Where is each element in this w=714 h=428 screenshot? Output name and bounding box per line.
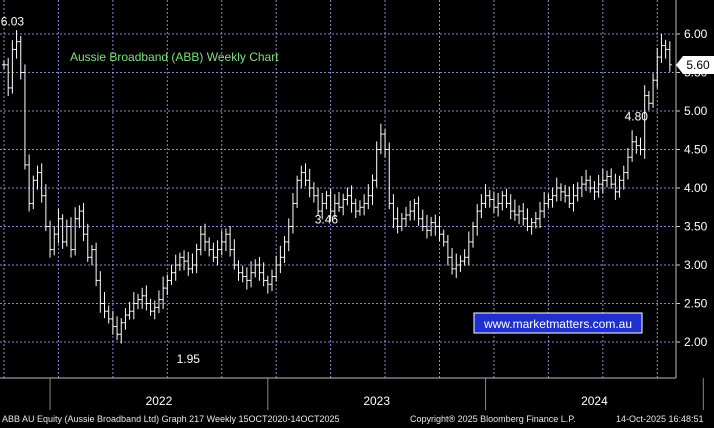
- footer-timestamp: 14-Oct-2025 16:48:51: [616, 414, 704, 424]
- price-annotation: 1.95: [177, 352, 201, 366]
- x-tick-label: 2022: [146, 394, 173, 408]
- y-tick-label: 3.00: [684, 258, 708, 272]
- y-tick-label: 4.50: [684, 143, 708, 157]
- ohlc-bars: [2, 30, 672, 344]
- y-tick-label: 2.50: [684, 297, 708, 311]
- watermark-text[interactable]: www.marketmatters.com.au: [483, 317, 632, 331]
- price-annotation: 6.03: [1, 15, 25, 29]
- footer-copyright: Copyright® 2025 Bloomberg Finance L.P.: [410, 414, 576, 424]
- footer-source: ABB AU Equity (Aussie Broadband Ltd) Gra…: [2, 414, 340, 424]
- footer: ABB AU Equity (Aussie Broadband Ltd) Gra…: [0, 410, 714, 428]
- axes: 2.002.503.003.504.004.505.005.506.002022…: [0, 0, 708, 410]
- x-tick-label: 2023: [363, 394, 390, 408]
- price-annotation: 4.80: [625, 109, 649, 123]
- y-tick-label: 4.00: [684, 181, 708, 195]
- last-price-label: 5.60: [686, 58, 710, 72]
- y-tick-label: 2.00: [684, 335, 708, 349]
- watermark[interactable]: www.marketmatters.com.au: [473, 312, 643, 334]
- y-tick-label: 6.00: [684, 27, 708, 41]
- y-tick-label: 5.00: [684, 104, 708, 118]
- chart-title: Aussie Broadband (ABB) Weekly Chart: [70, 50, 279, 64]
- price-annotation: 3.46: [315, 213, 339, 227]
- annotations-layer: 6.031.953.464.802.855.93: [1, 15, 649, 366]
- y-tick-label: 3.50: [684, 220, 708, 234]
- x-tick-label: 2024: [581, 394, 608, 408]
- last-price-tag: 5.60: [676, 56, 714, 74]
